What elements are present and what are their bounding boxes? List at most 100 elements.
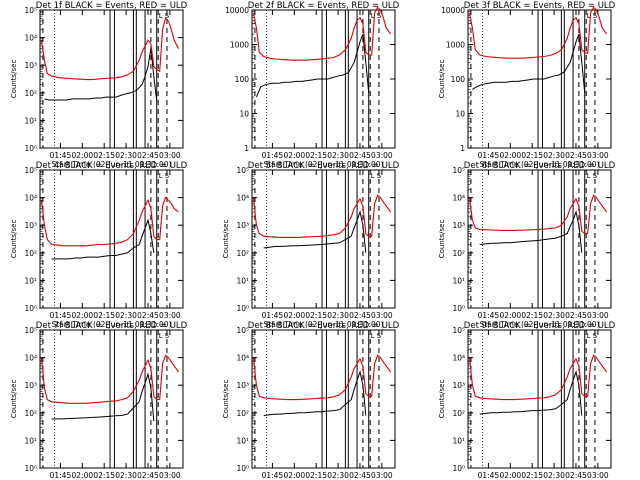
x-tick-label: 02:30 bbox=[327, 311, 349, 320]
y-tick-label: 10⁰ bbox=[236, 464, 249, 473]
y-tick-label: 10³ bbox=[236, 221, 249, 230]
y-tick-label: 10⁰ bbox=[24, 464, 37, 473]
x-tick-label: 02:30 bbox=[115, 311, 137, 320]
x-tick-label: 03:00 bbox=[587, 471, 609, 480]
plot-frame bbox=[251, 329, 396, 469]
x-tick-label: 01:45 bbox=[262, 471, 284, 480]
x-tick-label: 02:30 bbox=[543, 311, 565, 320]
y-tick-label: 10² bbox=[452, 409, 465, 418]
y-tick-label: 10 bbox=[239, 110, 249, 119]
panel-title: Det 6f BLACK = Events, RED = ULD bbox=[464, 161, 616, 171]
panel-title: Det 5f BLACK = Events, RED = ULD bbox=[248, 161, 400, 171]
detector-panel-7: Det 7f BLACK = Events, RED = ULD Counts/s… bbox=[10, 321, 188, 480]
y-axis-label: Counts/sec bbox=[10, 220, 18, 259]
y-tick-label: 1000 bbox=[446, 41, 465, 50]
y-tick-label: 1000 bbox=[230, 41, 249, 50]
top-marker-label: S bbox=[165, 332, 170, 340]
x-tick-label: 02:00 bbox=[284, 151, 306, 160]
plot-frame bbox=[39, 9, 184, 149]
x-tick-label: 02:30 bbox=[115, 471, 137, 480]
y-tick-label: 10⁵ bbox=[24, 6, 37, 15]
x-tick-label: 02:45 bbox=[349, 471, 371, 480]
top-marker-label: S bbox=[165, 12, 170, 20]
top-marker-label: S bbox=[593, 12, 598, 20]
x-tick-label: 02:15 bbox=[93, 311, 115, 320]
y-tick-label: 10⁵ bbox=[452, 326, 465, 335]
y-tick-label: 10⁵ bbox=[24, 166, 37, 175]
x-tick-label: 01:45 bbox=[50, 151, 72, 160]
y-tick-label: 10² bbox=[24, 249, 37, 258]
x-tick-label: 01:45 bbox=[478, 471, 500, 480]
x-tick-label: 02:45 bbox=[137, 471, 159, 480]
y-tick-label: 10³ bbox=[24, 221, 37, 230]
y-tick-label: 10³ bbox=[236, 381, 249, 390]
x-tick-label: 02:30 bbox=[115, 151, 137, 160]
x-tick-label: 03:00 bbox=[371, 471, 393, 480]
x-axis-label: Start Time (02-Jun-11 01:31:00) bbox=[52, 320, 172, 329]
detector-panel-9: Det 9f BLACK = Events, RED = ULD Counts/s… bbox=[438, 321, 616, 480]
y-tick-label: 10⁵ bbox=[452, 166, 465, 175]
detector-panel-2: Det 2f BLACK = Events, RED = ULD 1 10 100 10… bbox=[225, 1, 400, 169]
y-axis-label: Counts/sec bbox=[10, 380, 18, 419]
x-tick-label: 02:15 bbox=[305, 151, 327, 160]
y-tick-label: 10 bbox=[455, 110, 465, 119]
panel-title: Det 7f BLACK = Events, RED = ULD bbox=[36, 321, 188, 331]
y-tick-label: 10⁴ bbox=[24, 194, 37, 203]
panel-title: Det 3f BLACK = Events, RED = ULD bbox=[464, 1, 616, 11]
x-tick-label: 02:45 bbox=[137, 151, 159, 160]
top-marker-label: L bbox=[371, 172, 375, 180]
y-tick-label: 10000 bbox=[441, 6, 465, 15]
uld-series-line bbox=[468, 194, 608, 235]
y-tick-label: 10⁴ bbox=[452, 194, 465, 203]
y-axis-label: Counts/sec bbox=[10, 60, 18, 99]
x-tick-label: 03:00 bbox=[371, 311, 393, 320]
y-tick-label: 10⁰ bbox=[24, 304, 37, 313]
x-tick-label: 02:15 bbox=[305, 311, 327, 320]
top-marker-label: S bbox=[377, 12, 382, 20]
x-tick-label: 01:45 bbox=[50, 311, 72, 320]
x-tick-label: 02:45 bbox=[565, 311, 587, 320]
x-tick-label: 01:45 bbox=[262, 151, 284, 160]
uld-series-line bbox=[40, 196, 179, 247]
x-tick-label: 02:45 bbox=[565, 471, 587, 480]
plot-frame bbox=[467, 329, 612, 469]
top-marker-label: S bbox=[593, 172, 598, 180]
panel-title: Det 9f BLACK = Events, RED = ULD bbox=[464, 321, 616, 331]
y-tick-label: 10² bbox=[452, 249, 465, 258]
uld-series-line bbox=[40, 354, 180, 404]
x-tick-label: 02:00 bbox=[72, 311, 94, 320]
x-tick-label: 02:30 bbox=[327, 151, 349, 160]
events-series-line bbox=[263, 370, 367, 416]
y-tick-label: 100 bbox=[235, 75, 250, 84]
y-tick-label: 10² bbox=[236, 409, 249, 418]
plot-frame bbox=[467, 169, 612, 309]
x-axis-label: Start Time (02-Jun-11 01:31:00) bbox=[480, 320, 600, 329]
detector-panel-8: Det 8f BLACK = Events, RED = ULD Counts/s… bbox=[222, 321, 400, 480]
x-axis-label: Start Time (02-Jun-11 01:31:00) bbox=[264, 160, 384, 169]
y-tick-label: 10³ bbox=[452, 221, 465, 230]
x-tick-label: 03:00 bbox=[159, 311, 181, 320]
x-tick-label: 02:00 bbox=[284, 471, 306, 480]
events-series-line bbox=[51, 372, 155, 422]
y-tick-label: 10⁵ bbox=[236, 326, 249, 335]
x-tick-label: 02:00 bbox=[500, 151, 522, 160]
y-axis-label: Counts/sec bbox=[438, 380, 446, 419]
y-axis-label: Counts/sec bbox=[222, 220, 230, 259]
x-tick-label: 01:45 bbox=[478, 151, 500, 160]
plot-frame bbox=[251, 169, 396, 309]
events-series-line bbox=[472, 33, 586, 93]
y-axis-label: Counts/sec bbox=[438, 220, 446, 259]
x-tick-label: 02:15 bbox=[521, 471, 543, 480]
y-tick-label: 10³ bbox=[24, 381, 37, 390]
x-tick-label: 02:00 bbox=[284, 311, 306, 320]
uld-series-line bbox=[468, 354, 608, 401]
events-series-line bbox=[44, 48, 158, 102]
uld-series-line bbox=[468, 6, 608, 59]
y-tick-label: 10¹ bbox=[24, 436, 37, 445]
y-tick-label: 10⁰ bbox=[236, 304, 249, 313]
x-tick-label: 03:00 bbox=[371, 151, 393, 160]
x-tick-label: 02:15 bbox=[521, 311, 543, 320]
top-marker-label: L bbox=[371, 332, 375, 340]
detector-panel-3: Det 3f BLACK = Events, RED = ULD Counts/s… bbox=[438, 1, 616, 169]
